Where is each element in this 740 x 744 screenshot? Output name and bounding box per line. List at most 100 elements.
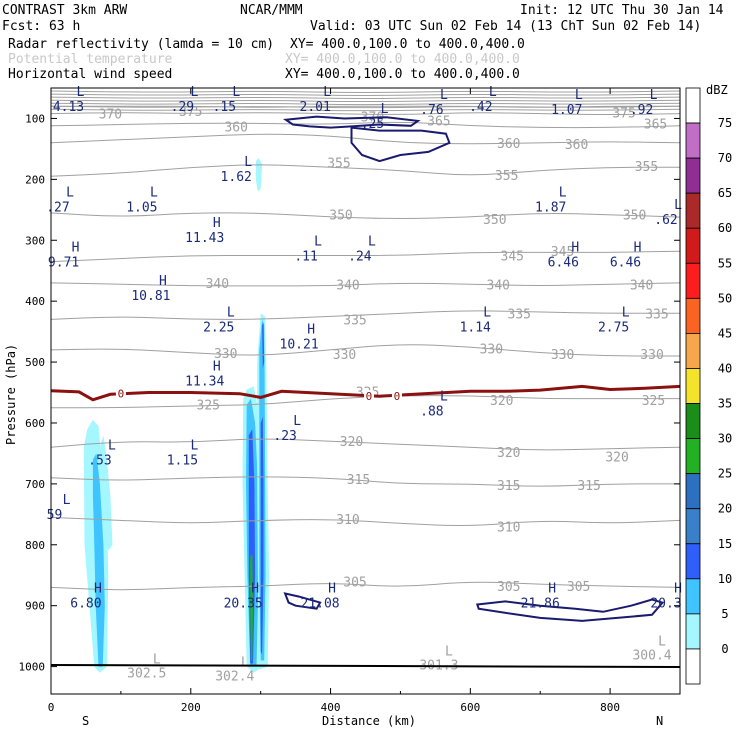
isentrope-label-3: 375 [612,106,635,121]
colorbar-swatch-15 [685,122,701,159]
colorbar-swatch-4 [685,508,701,545]
wind-extrema-mark-7: L [650,88,658,103]
wind-extrema-value-29: 1.15 [167,453,198,468]
isentrope-350 [50,212,681,219]
end-label-south: S [82,714,89,728]
x-axis-label: Distance (km) [322,714,416,728]
wind-extrema-value-16: .11 [294,249,317,264]
isentrope-label-7: 360 [497,137,520,152]
wind-extrema-mark-28: L [108,438,116,453]
isentrope-label-1: 375 [179,105,202,120]
freezing-label-bg-1 [363,390,374,403]
wind-extrema-mark-31: H [94,582,102,597]
field-theta-name: Potential temperature [8,52,173,67]
wind-extrema-mark-17: L [368,234,376,249]
freezing-label-1: 0 [366,390,373,403]
colorbar-swatch-10 [685,297,701,334]
colorbar-swatch-16 [685,87,701,124]
dbz-colorbar: dBZ 0 5 10 15 20 25 30 35 40 45 50 55 60 65 70 75 [685,83,732,685]
colorbar-swatch-12 [685,227,701,264]
wind-extrema-mark-23: L [622,306,630,321]
theta-low-mark-1: L [241,656,249,671]
colorbar-swatch-3 [685,543,701,580]
wind-extrema-mark-27: L [293,414,301,429]
isentrope-label-25: 330 [333,348,356,363]
freezing-label-bg-0 [115,387,126,400]
wind-contour-pbl-jet-right [475,598,665,622]
colorbar-swatch-1 [685,613,701,650]
y-tick-label-300: 300 [25,234,45,247]
colorbar-swatch-9 [685,333,701,369]
field-wind-name: Horizontal wind speed [8,67,172,82]
wind-extrema-value-3: 2.01 [300,100,331,115]
wind-extrema-mark-35: H [674,582,682,597]
theta-low-value-1: 302.4 [215,670,254,685]
x-tick-label-400: 400 [321,701,341,714]
colorbar-label-70: 70 [718,151,732,165]
wind-extrema-mark-9: L [244,155,252,170]
reflectivity-cell-10 [262,322,265,369]
isentrope-label-16: 345 [551,245,574,260]
wind-extrema-value-28: .53 [88,453,111,468]
colorbar-label-35: 35 [718,397,732,411]
isentrope-label-14: 350 [623,209,646,224]
isentrope-top-band-0 [50,90,681,93]
colorbar-label-55: 55 [718,256,732,270]
extrema-label-layer: L4.13L.29L.15L2.01L.76L.42L1.07L.92L.25L… [46,85,682,611]
wind-extrema-value-20: 10.81 [131,289,170,304]
theta-low-mark-2: L [445,645,453,660]
wind-extrema-mark-11: L [150,186,158,201]
wind-extrema-mark-24: H [307,323,315,338]
plot-frame [50,87,681,695]
isentrope-305 [50,581,681,591]
isentrope-375 [50,105,680,108]
isentrope-label-22: 335 [508,307,531,322]
wind-extrema-value-23: 2.75 [598,321,629,336]
wind-extrema-mark-20: H [159,274,167,289]
field-reflectivity-name: Radar reflectivity (lamda = 10 cm) [8,37,274,52]
wind-contour-pbl-jet-left [283,592,322,610]
wind-extrema-mark-30: L [63,493,71,508]
x-tick-label-800: 800 [600,701,620,714]
wind-extrema-mark-29: L [190,438,198,453]
wind-extrema-mark-22: L [483,306,491,321]
field-wind-xy: XY= 400.0,100.0 to 400.0,400.0 [285,67,520,82]
wind-extrema-value-32: 20.35 [224,597,263,612]
wind-extrema-mark-34: H [548,582,556,597]
wind-extrema-value-13: 1.87 [535,201,566,216]
freezing-label-2: 0 [394,390,401,403]
isentrope-315 [50,476,680,487]
isentrope-335 [50,310,680,320]
wind-extrema-mark-16: L [314,234,322,249]
isentrope-label-10: 355 [495,169,518,184]
isentrope-label-36: 315 [347,473,370,488]
isentrope-label-34: 320 [497,446,520,461]
wind-extrema-mark-3: L [323,85,331,100]
wind-extrema-value-24: 10.21 [280,338,319,353]
freezing-level-line [50,384,681,402]
isentrope-label-31: 325 [642,394,665,409]
wind-contour-upper-jet-west [282,115,421,129]
wind-extrema-value-0: 4.13 [53,100,84,115]
isentrope-top-band-6 [50,108,681,112]
wind-extrema-value-5: .42 [469,100,492,115]
wind-extrema-mark-25: H [213,359,221,374]
theta-low-mark-3: L [658,634,666,649]
isentrope-label-12: 350 [329,209,352,224]
colorbar-swatch-14 [685,157,701,194]
isentrope-label-29: 325 [197,399,220,414]
isentrope-label-28: 330 [640,348,663,363]
isentrope-label-19: 340 [487,279,510,294]
wind-extrema-mark-5: L [489,85,497,100]
freezing-label-bg-2 [391,390,402,403]
isentrope-340 [50,282,681,287]
isentrope-label-41: 305 [343,575,366,590]
header-fcst: Fcst: 63 h [2,19,80,34]
y-tick-label-700: 700 [25,478,45,491]
wind-extrema-value-12: 11.43 [185,231,224,246]
wind-extrema-mark-19: H [634,240,642,255]
reflectivity-cell-1 [99,435,113,551]
wind-extrema-value-8: .25 [361,117,384,132]
